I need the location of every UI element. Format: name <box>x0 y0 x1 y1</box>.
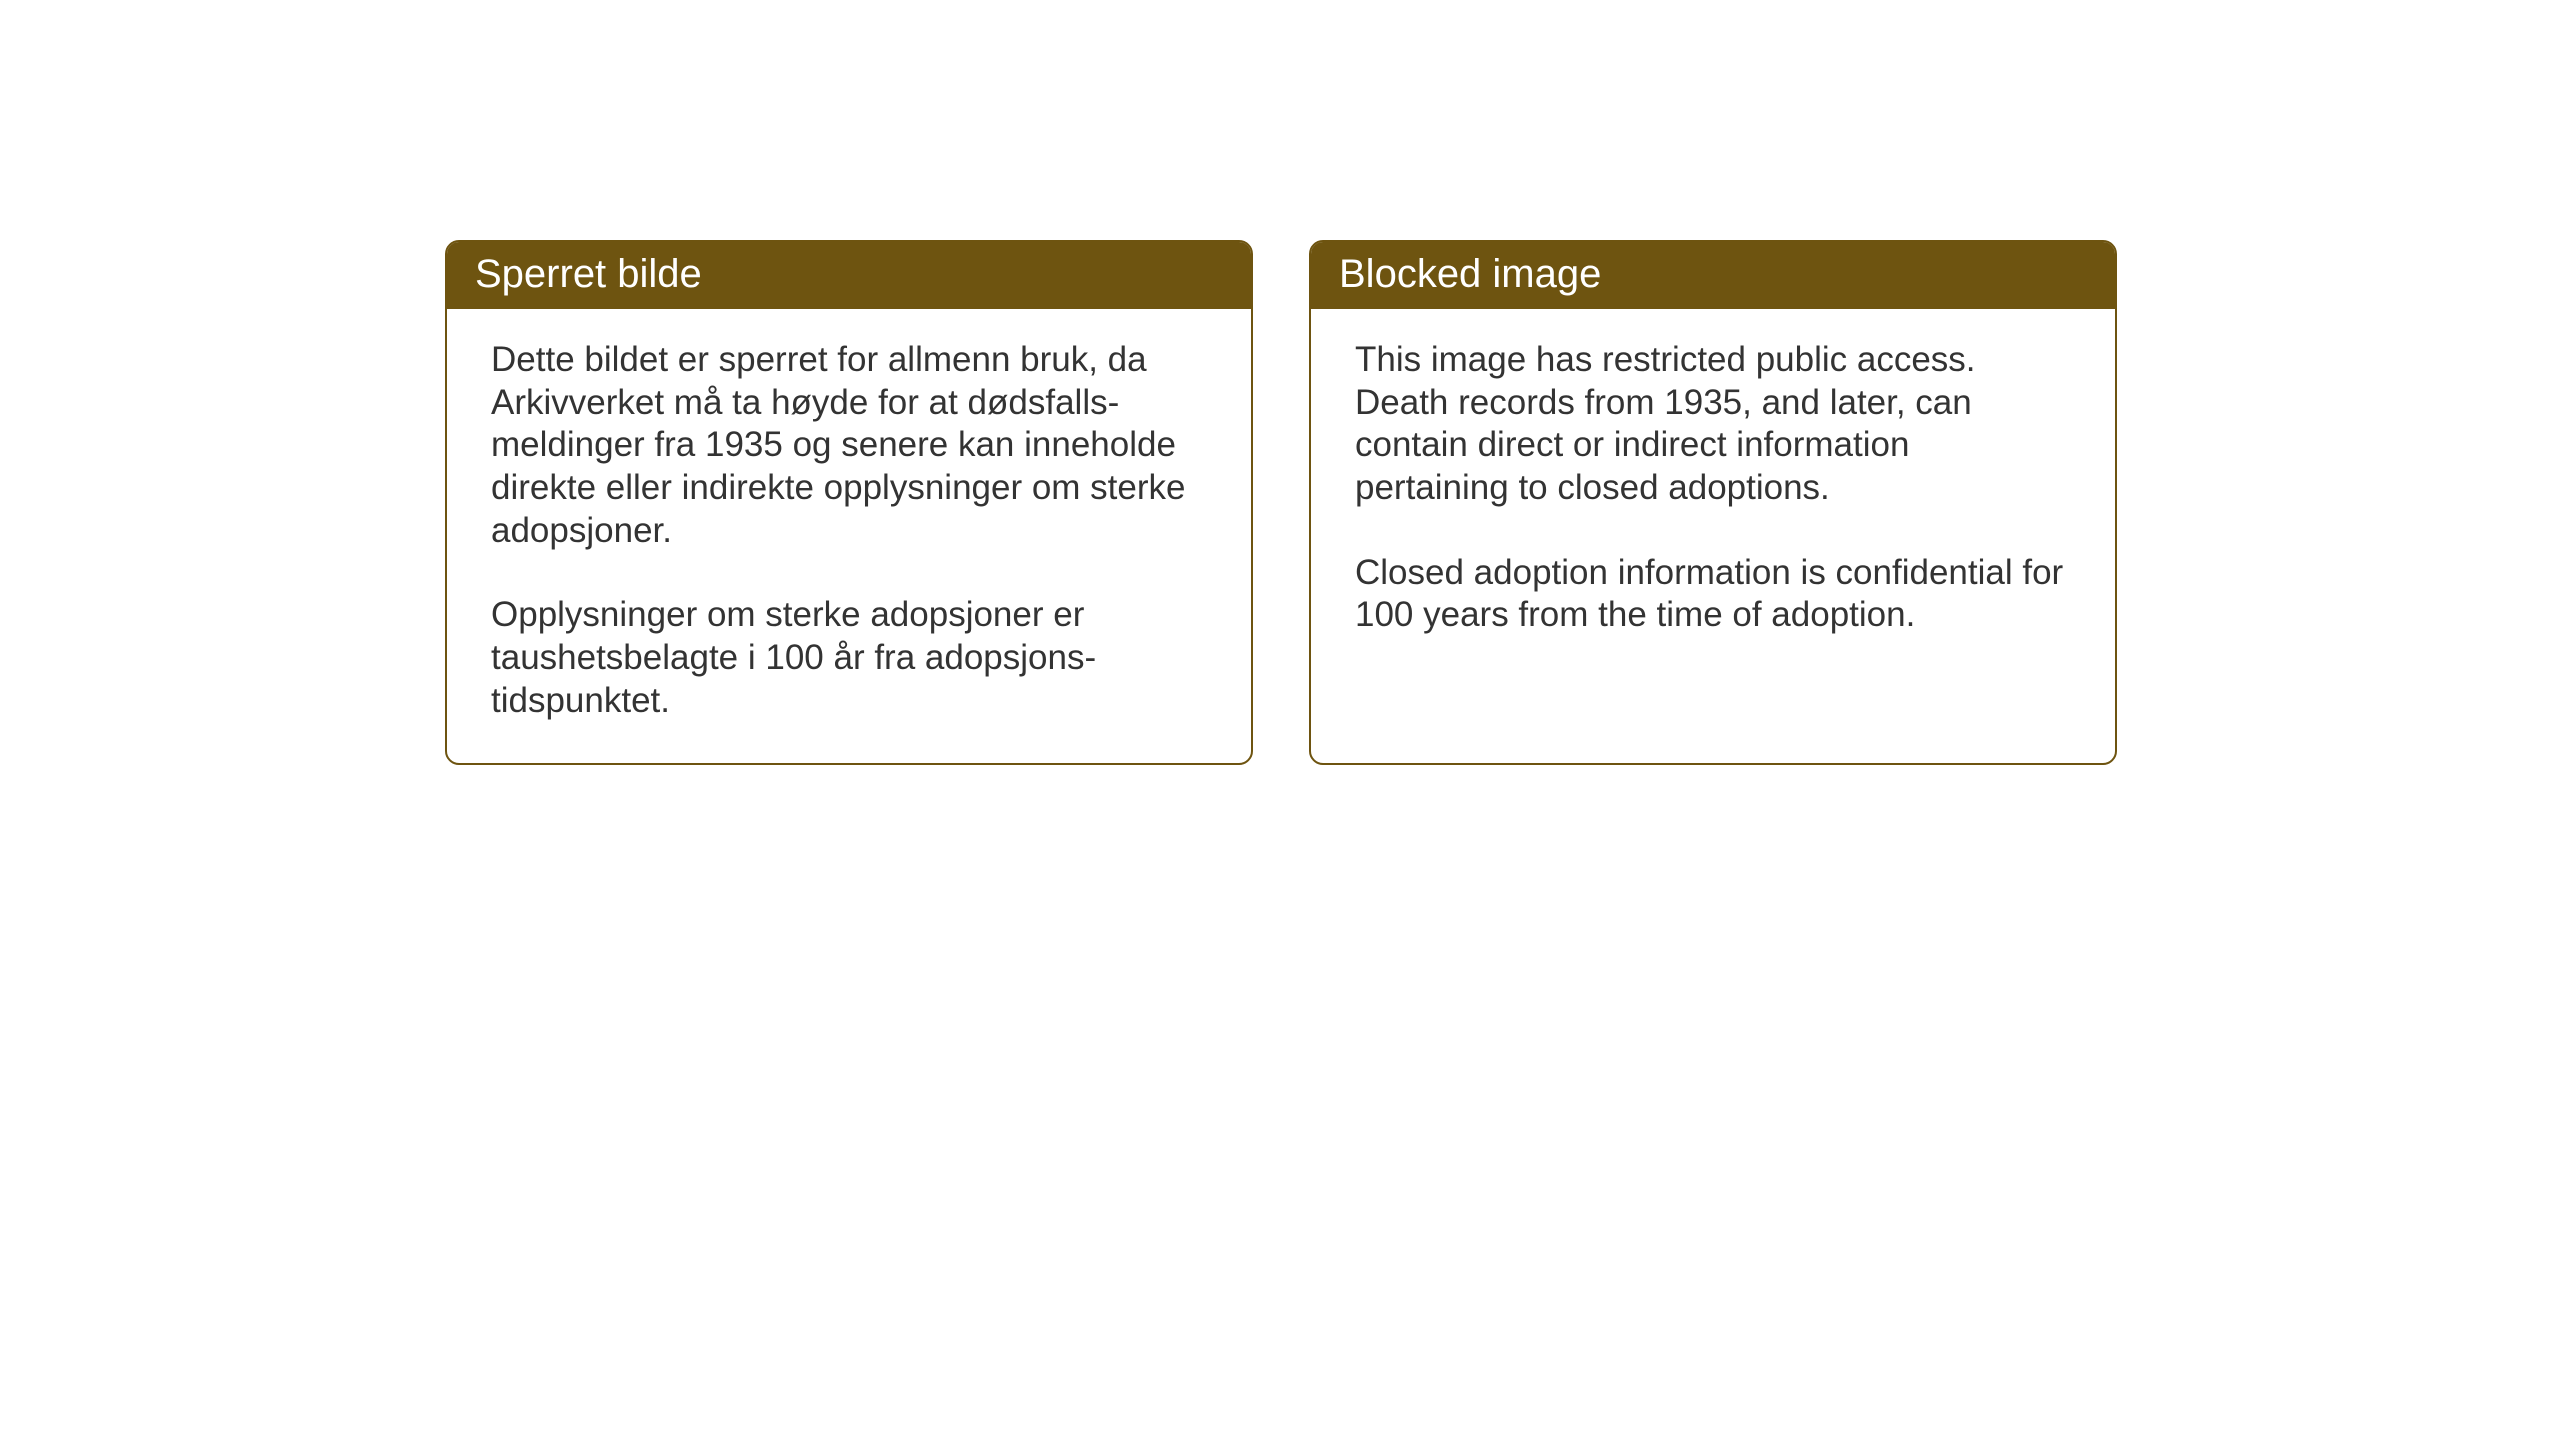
card-paragraph: Closed adoption information is confident… <box>1355 552 2071 637</box>
card-header: Blocked image <box>1311 242 2115 309</box>
notice-container: Sperret bilde Dette bildet er sperret fo… <box>445 240 2117 765</box>
card-title: Blocked image <box>1339 252 1601 296</box>
card-paragraph: This image has restricted public access.… <box>1355 339 2071 510</box>
card-paragraph: Opplysninger om sterke adopsjoner er tau… <box>491 594 1207 722</box>
notice-card-norwegian: Sperret bilde Dette bildet er sperret fo… <box>445 240 1253 765</box>
card-header: Sperret bilde <box>447 242 1251 309</box>
card-body: Dette bildet er sperret for allmenn bruk… <box>447 309 1251 763</box>
notice-card-english: Blocked image This image has restricted … <box>1309 240 2117 765</box>
card-paragraph: Dette bildet er sperret for allmenn bruk… <box>491 339 1207 552</box>
card-body: This image has restricted public access.… <box>1311 309 2115 727</box>
card-title: Sperret bilde <box>475 252 702 296</box>
